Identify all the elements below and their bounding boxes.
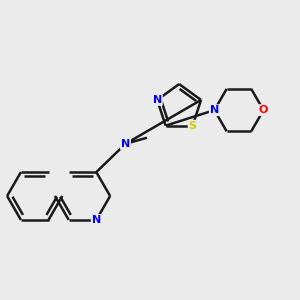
- Text: N: N: [153, 95, 162, 105]
- Text: O: O: [259, 105, 268, 115]
- Text: N: N: [121, 139, 130, 149]
- Text: S: S: [189, 121, 197, 131]
- Text: N: N: [92, 215, 101, 225]
- Text: N: N: [210, 105, 219, 115]
